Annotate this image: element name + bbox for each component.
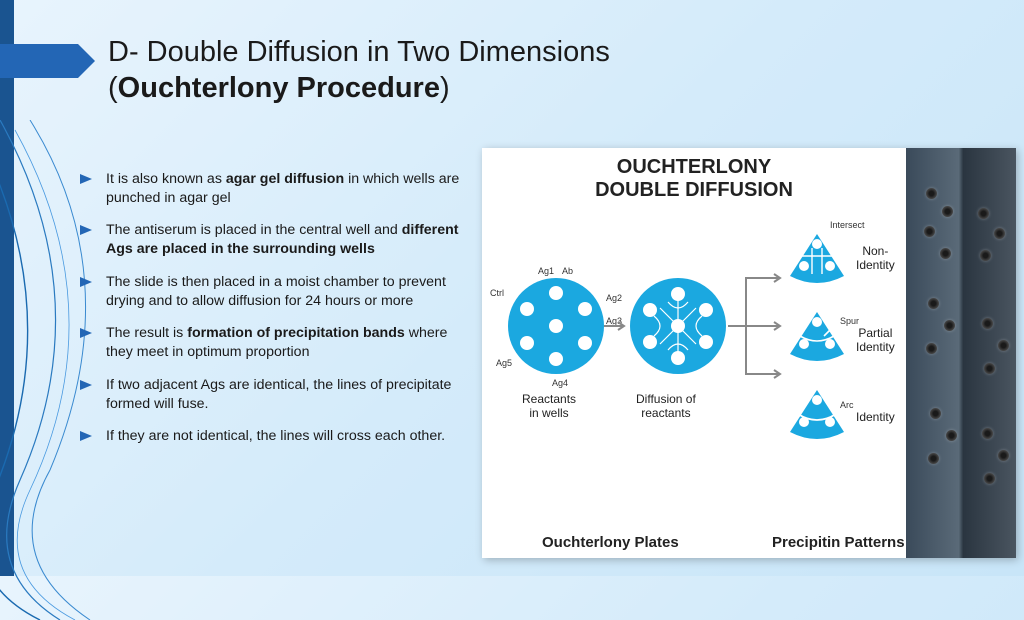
well (578, 336, 592, 350)
bullet-text: It is also known as (106, 171, 226, 187)
well (549, 352, 563, 366)
figure-title: OUCHTERLONY DOUBLE DIFFUSION (482, 156, 906, 202)
pattern-sublabel: Spur (840, 316, 859, 326)
title-paren-open: ( (108, 72, 118, 104)
section-label: Ouchterlony Plates (542, 534, 679, 551)
well (549, 286, 563, 300)
plate-label: Reactants in wells (522, 392, 576, 420)
fig-title-l1: OUCHTERLONY (617, 156, 771, 178)
flow-branch-icon (728, 268, 788, 388)
pattern-label: Non- Identity (856, 244, 895, 272)
bullet-item: The result is formation of precipitation… (80, 324, 470, 361)
accent-bar (0, 0, 14, 576)
bullet-bold: formation of precipitation bands (187, 325, 405, 341)
bullet-list: It is also known as agar gel diffusion i… (80, 170, 470, 460)
wedge-partial (784, 306, 850, 364)
bullet-text: The slide is then placed in a moist cham… (106, 274, 446, 309)
ag-label: Ag2 (606, 293, 622, 303)
pattern-label: Partial Identity (856, 326, 895, 354)
pattern-sublabel: Intersect (830, 220, 865, 230)
title-bold: Ouchterlony Procedure (118, 72, 440, 104)
bullet-text: If two adjacent Ags are identical, the l… (106, 377, 451, 412)
figure-panel: OUCHTERLONY DOUBLE DIFFUSION Ag1 Ab Ag2 … (482, 148, 1016, 558)
section-label: Precipitin Patterns (772, 534, 905, 551)
ag-label: Ag4 (552, 378, 568, 388)
fig-title-l2: DOUBLE DIFFUSION (595, 179, 793, 201)
page-title: D- Double Diffusion in Two Dimensions (O… (108, 34, 868, 107)
bullet-item: It is also known as agar gel diffusion i… (80, 170, 470, 207)
bullet-item: The slide is then placed in a moist cham… (80, 273, 470, 310)
bullet-bold: agar gel diffusion (226, 171, 344, 187)
well (578, 302, 592, 316)
well (520, 302, 534, 316)
wedge-identity (784, 384, 850, 442)
bullet-item: If two adjacent Ags are identical, the l… (80, 376, 470, 413)
bullet-item: The antiserum is placed in the central w… (80, 221, 470, 258)
plate-reactants (508, 278, 604, 374)
plate-diffusion (630, 278, 726, 374)
photo-strip (906, 148, 1016, 558)
ag-label: Ag5 (496, 358, 512, 368)
diffusion-lines-icon (630, 278, 726, 374)
bullet-text: The antiserum is placed in the central w… (106, 222, 402, 238)
bullet-item: If they are not identical, the lines wil… (80, 427, 470, 446)
flow-arrow-icon (604, 320, 630, 332)
well (520, 336, 534, 350)
ag-label: Ctrl (490, 288, 504, 298)
title-paren-close: ) (440, 72, 450, 104)
ag-label: Ab (562, 266, 573, 276)
title-line1: D- Double Diffusion in Two Dimensions (108, 36, 610, 68)
plate-label: Diffusion of reactants (636, 392, 696, 420)
pattern-label: Identity (856, 410, 895, 424)
bullet-text: If they are not identical, the lines wil… (106, 428, 445, 444)
pattern-sublabel: Arc (840, 400, 854, 410)
bullet-text: The result is (106, 325, 187, 341)
wedge-non-identity (784, 228, 850, 286)
heading-arrow (0, 44, 78, 78)
well-center (549, 319, 563, 333)
ag-label: Ag1 (538, 266, 554, 276)
